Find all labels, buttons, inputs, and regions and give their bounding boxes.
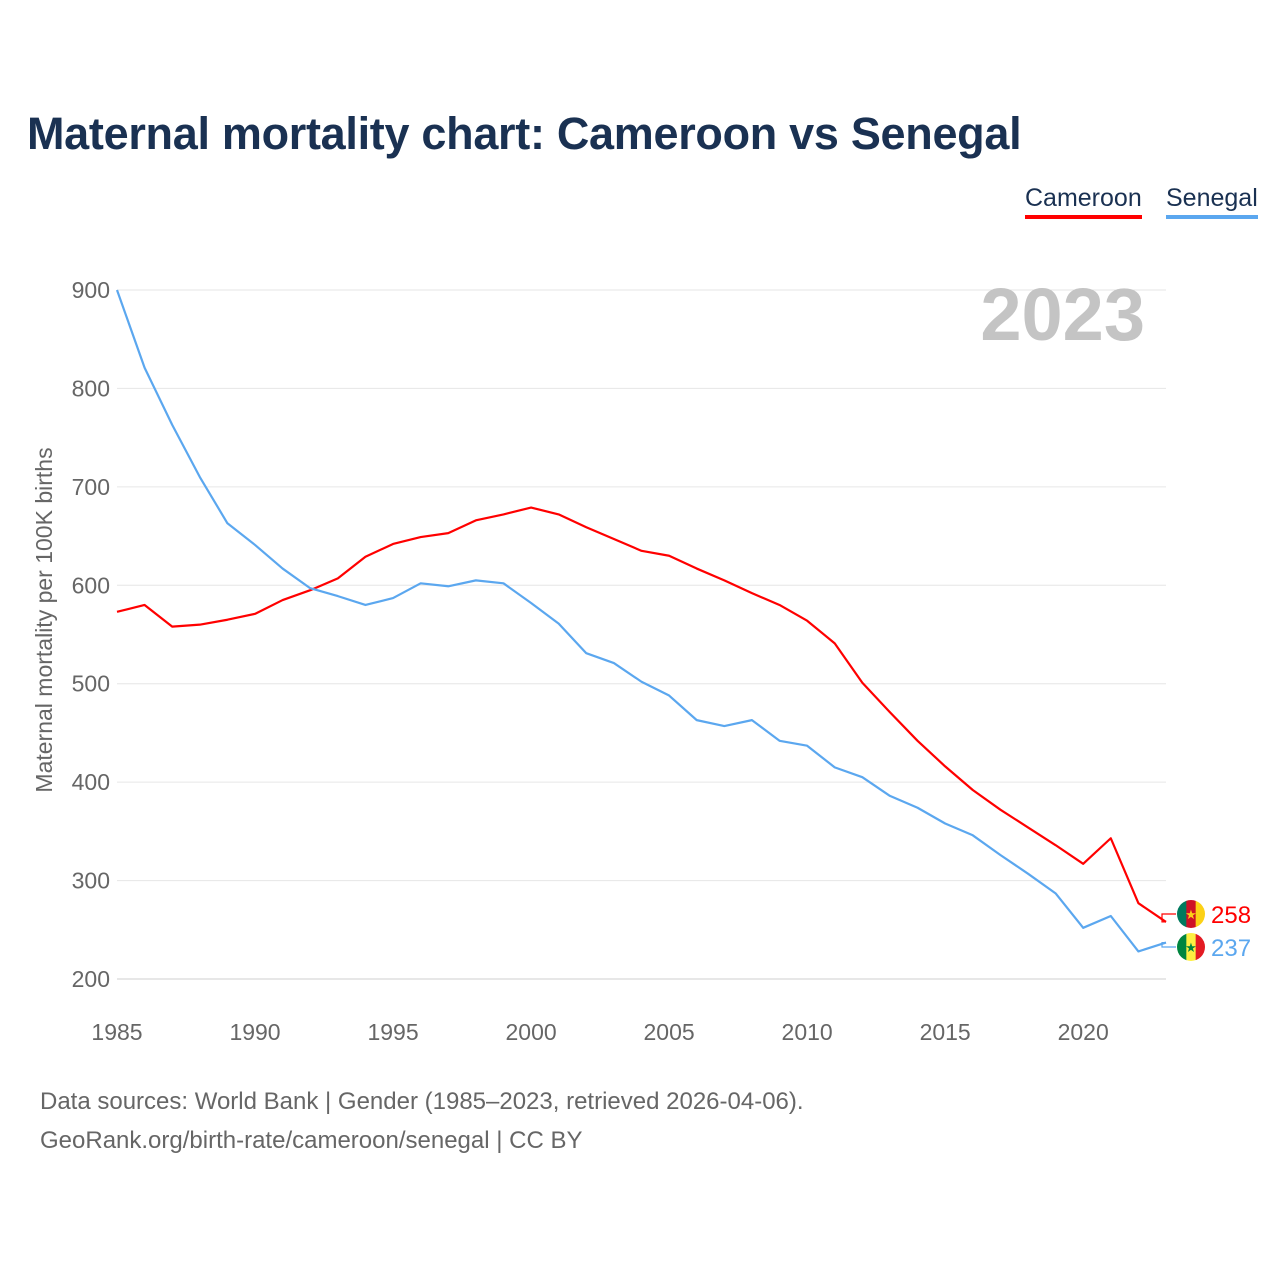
chart-title: Maternal mortality chart: Cameroon vs Se…	[27, 108, 1022, 159]
svg-text:★: ★	[1185, 907, 1197, 922]
y-axis-label: Maternal mortality per 100K births	[31, 447, 57, 792]
footer-sources: Data sources: World Bank | Gender (1985–…	[40, 1088, 804, 1115]
x-tick-label: 2000	[505, 1019, 556, 1045]
svg-text:★: ★	[1185, 940, 1197, 955]
x-tick-label: 2005	[644, 1019, 695, 1045]
x-tick-label: 2020	[1058, 1019, 1109, 1045]
legend-senegal[interactable]: Senegal	[1166, 184, 1258, 219]
series-line-cameroon	[116, 506, 1167, 923]
y-tick-label: 400	[72, 769, 110, 795]
cameroon-flag-icon: ★	[1177, 900, 1205, 928]
x-tick-label: 1995	[367, 1019, 418, 1045]
x-tick-label: 1990	[229, 1019, 280, 1045]
y-tick-label: 700	[72, 474, 110, 500]
y-tick-label: 900	[72, 277, 110, 303]
legend-cameroon[interactable]: Cameroon	[1025, 184, 1142, 219]
y-tick-label: 600	[72, 572, 110, 598]
x-tick-label: 1985	[91, 1019, 142, 1045]
y-tick-label: 200	[72, 966, 110, 992]
x-tick-label: 2010	[782, 1019, 833, 1045]
end-value-label: 258	[1211, 902, 1251, 929]
end-connector	[1161, 913, 1176, 923]
y-tick-label: 300	[72, 868, 110, 894]
footer-credit: GeoRank.org/birth-rate/cameroon/senegal …	[40, 1127, 583, 1154]
senegal-flag-icon: ★	[1177, 933, 1205, 961]
end-connector	[1161, 941, 1176, 948]
x-tick-label: 2015	[920, 1019, 971, 1045]
series-line-senegal	[115, 289, 1167, 953]
end-value-label: 237	[1211, 935, 1251, 962]
y-tick-label: 800	[72, 375, 110, 401]
year-label: 2023	[980, 273, 1145, 356]
y-tick-label: 500	[72, 671, 110, 697]
